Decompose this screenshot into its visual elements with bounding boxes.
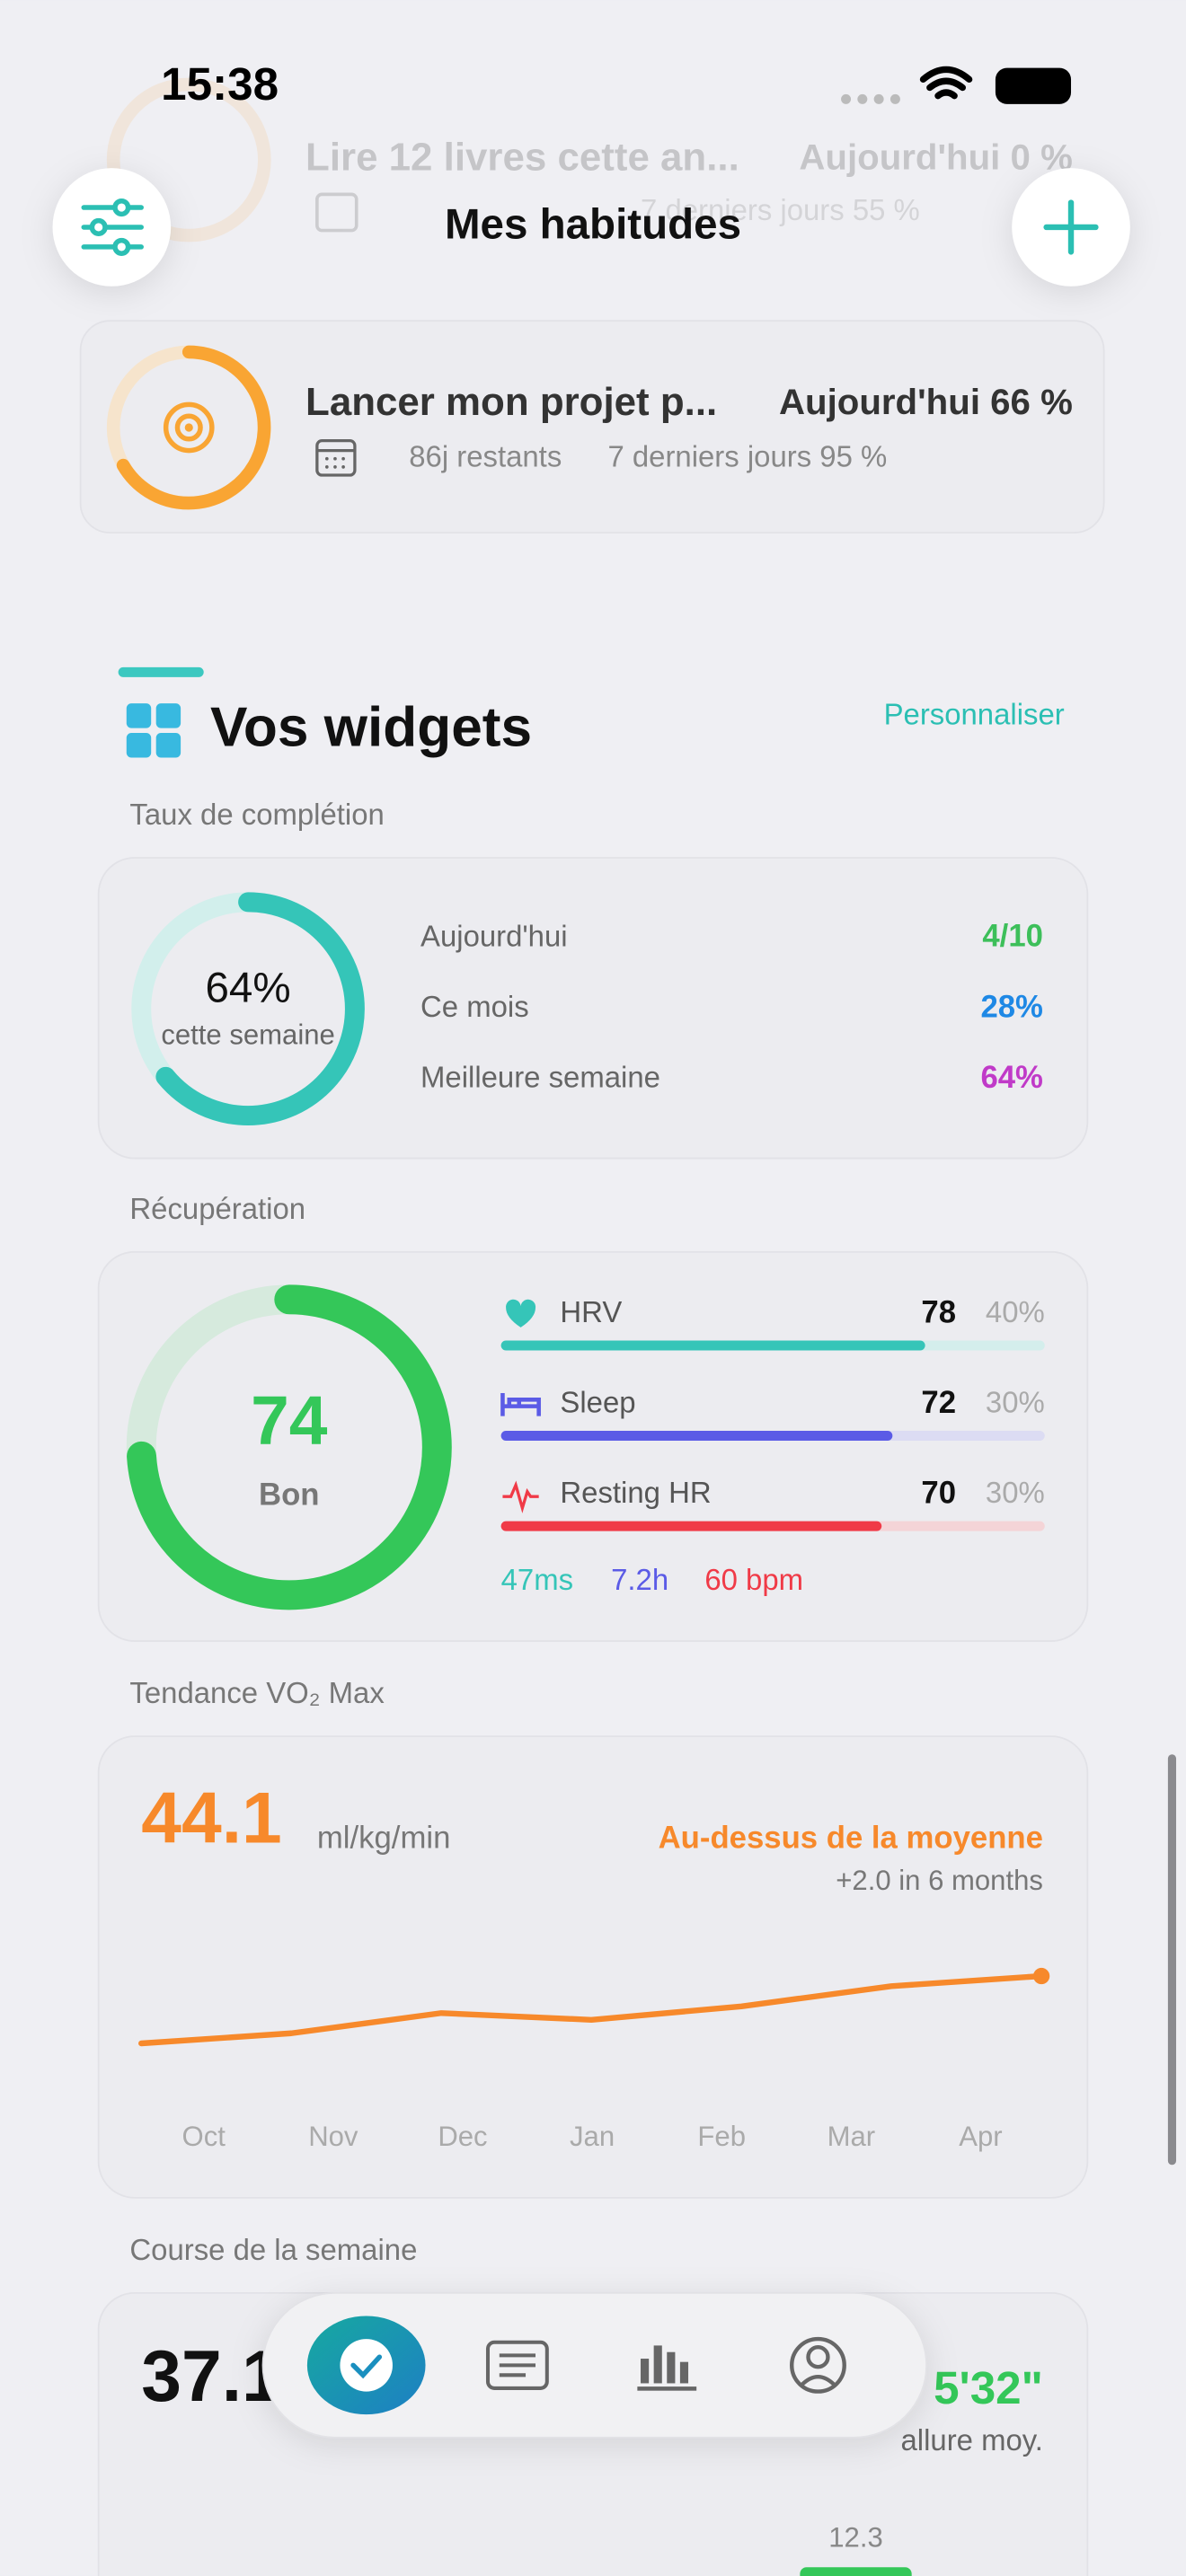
faded-habit: Lire 12 livres cette an... Aujourd'hui 0… xyxy=(106,77,1073,243)
row-value: 28% xyxy=(980,990,1043,1024)
metric-detail: 60 bpm xyxy=(704,1563,803,1596)
completion-ring xyxy=(131,892,365,1126)
recovery-metrics: HRV 78 40% 47ms Sleep 72 30% 7.2h Resting HR 70 30… xyxy=(500,1295,1045,1596)
vo2-end-point xyxy=(1032,1967,1050,1985)
recovery-ring xyxy=(126,1284,452,1610)
metric-bar xyxy=(500,1431,893,1442)
tab-profile[interactable] xyxy=(790,2336,846,2394)
widget-label: Récupération xyxy=(129,1192,305,1225)
completion-caption: cette semaine xyxy=(161,1019,334,1050)
row-label: Meilleure semaine xyxy=(420,1060,660,1093)
bed-icon xyxy=(500,1393,541,1416)
scrollbar xyxy=(1167,1754,1177,2166)
habit-remaining: 86j restants xyxy=(409,439,562,472)
tab-habits[interactable] xyxy=(306,2316,426,2415)
wifi-icon xyxy=(919,66,973,100)
recovery-score: 74 xyxy=(251,1382,328,1460)
heart-icon xyxy=(506,1299,536,1328)
vo2-card xyxy=(97,1735,1089,2199)
metric-name: HRV xyxy=(560,1295,622,1328)
run-pace-label: allure moy. xyxy=(901,2423,1043,2457)
metric-value: 70 xyxy=(921,1477,956,1511)
row-label: Aujourd'hui xyxy=(420,919,568,952)
section-accent xyxy=(118,666,204,677)
signal-icon xyxy=(841,93,900,104)
status-time: 15:38 xyxy=(161,58,279,110)
habit-today: Aujourd'hui 0 % xyxy=(799,137,1073,178)
x-tick-label: Apr xyxy=(959,2121,1002,2152)
vo2-change: +2.0 in 6 months xyxy=(836,1865,1043,1896)
completion-rows: Aujourd'hui 4/10 Ce mois 28% Meilleure semai… xyxy=(420,919,1043,1095)
add-button[interactable] xyxy=(1012,168,1130,287)
metric-detail: 7.2h xyxy=(611,1563,668,1596)
metric-weight: 40% xyxy=(986,1295,1045,1328)
target-icon xyxy=(163,401,215,454)
metric-weight: 30% xyxy=(986,1476,1045,1509)
x-tick-label: Oct xyxy=(182,2121,226,2152)
x-tick-label: Mar xyxy=(828,2121,876,2152)
habit-ring-arc xyxy=(116,345,271,510)
run-bar xyxy=(800,2567,912,2576)
customize-link[interactable]: Personnaliser xyxy=(884,697,1065,730)
widget-label: Course de la semaine xyxy=(129,2233,417,2266)
widgets-icon xyxy=(126,703,181,758)
x-tick-label: Nov xyxy=(308,2121,358,2152)
metric-bar xyxy=(500,1340,925,1351)
tab-journal[interactable] xyxy=(485,2340,549,2390)
tab-bar xyxy=(261,2291,928,2439)
habit-last7: 7 derniers jours 95 % xyxy=(607,439,887,472)
run-distance: 37.1 xyxy=(141,2336,282,2417)
x-tick-label: Dec xyxy=(438,2121,487,2152)
x-tick-label: Jan xyxy=(570,2121,615,2152)
tab-stats[interactable] xyxy=(637,2345,697,2391)
settings-button[interactable] xyxy=(52,168,172,287)
row-value: 64% xyxy=(980,1061,1043,1095)
recovery-status: Bon xyxy=(259,1478,320,1512)
habit-title: Lancer mon projet p... xyxy=(305,380,717,424)
habit-title: Lire 12 livres cette an... xyxy=(305,136,739,180)
completion-card xyxy=(97,857,1089,1160)
run-bar-label: 12.3 xyxy=(828,2521,883,2553)
habit-today: Aujourd'hui 66 % xyxy=(779,382,1073,422)
battery-icon xyxy=(995,67,1072,104)
vo2-line xyxy=(138,1972,1045,2047)
calendar-icon xyxy=(315,192,358,233)
metric-name: Sleep xyxy=(560,1385,635,1418)
row-label: Ce mois xyxy=(420,990,529,1023)
widget-label: Tendance VO₂ Max xyxy=(129,1676,385,1709)
x-tick-label: Feb xyxy=(697,2121,746,2152)
metric-value: 72 xyxy=(921,1386,956,1420)
metric-name: Resting HR xyxy=(560,1476,711,1509)
completion-value: 64% xyxy=(206,965,291,1012)
header-title: Mes habitudes xyxy=(445,201,741,249)
pulse-icon xyxy=(502,1480,539,1513)
metric-value: 78 xyxy=(921,1295,956,1329)
habit-last7: 7 derniers jours 55 % xyxy=(641,193,920,226)
run-pace: 5'32" xyxy=(934,2362,1043,2413)
habit-ring xyxy=(106,77,271,243)
habit-card[interactable]: Lancer mon projet p... Aujourd'hui 66 % … xyxy=(79,320,1105,534)
metric-weight: 30% xyxy=(986,1385,1045,1418)
vo2-unit: ml/kg/min xyxy=(317,1821,451,1855)
widget-label: Taux de complétion xyxy=(129,798,384,831)
vo2-value: 44.1 xyxy=(141,1778,282,1858)
row-value: 4/10 xyxy=(982,920,1043,954)
calendar-icon xyxy=(315,438,357,477)
metric-detail: 47ms xyxy=(501,1563,573,1596)
vo2-chart: Oct Nov Dec Jan Feb Mar Apr xyxy=(138,1967,1050,2152)
metric-bar xyxy=(500,1521,882,1531)
section-title: Vos widgets xyxy=(210,697,532,759)
vo2-status: Au-dessus de la moyenne xyxy=(659,1821,1043,1855)
